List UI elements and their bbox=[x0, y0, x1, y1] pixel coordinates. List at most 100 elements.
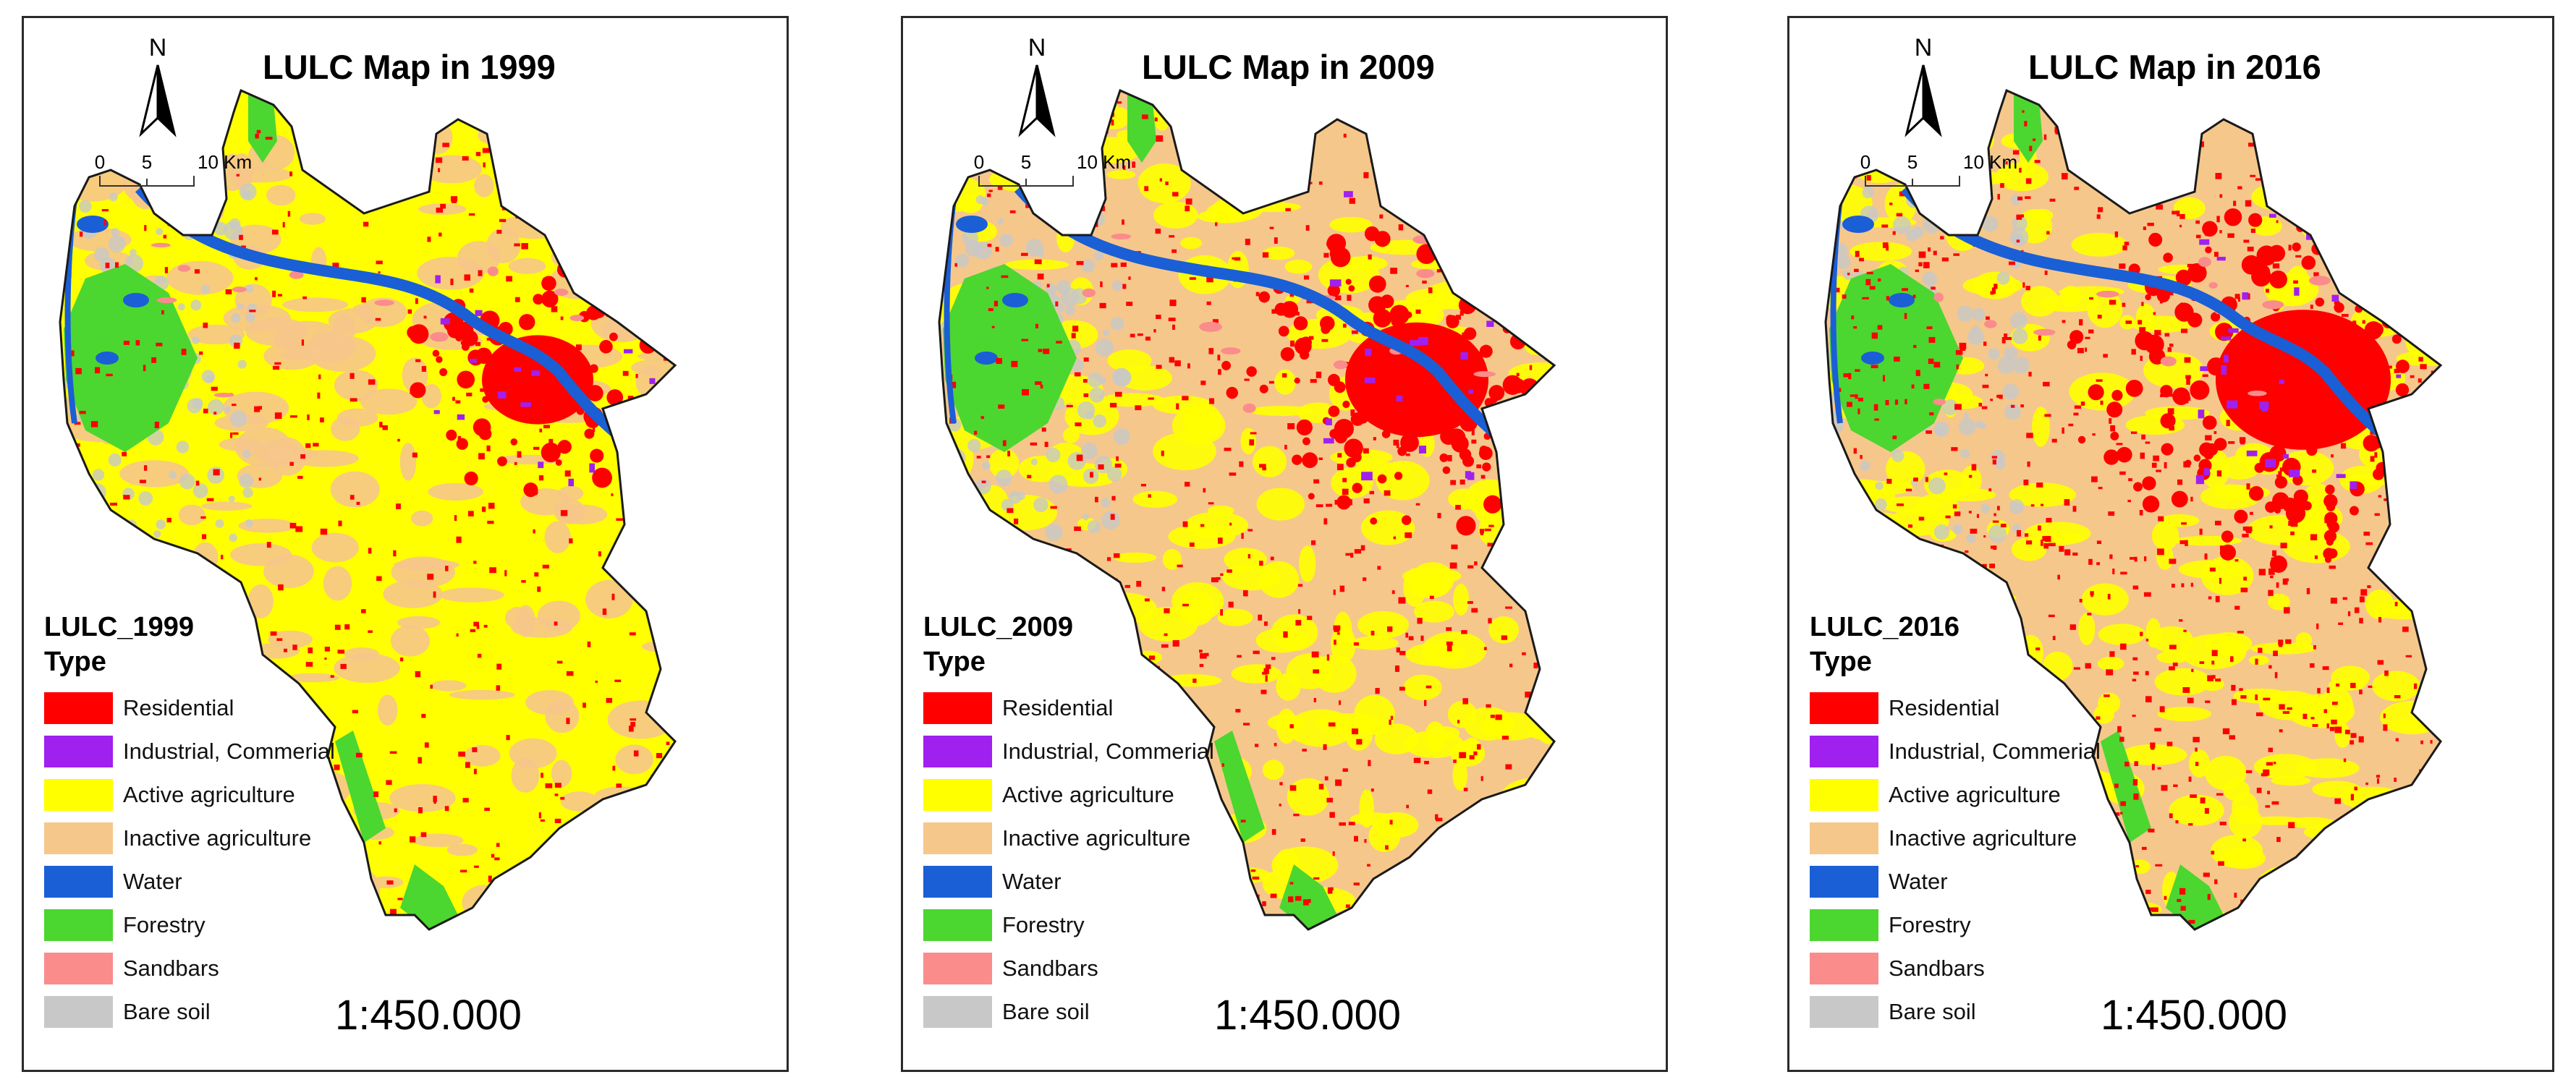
residential-patch bbox=[2247, 114, 2253, 118]
residential-patch bbox=[2229, 735, 2236, 740]
industrial-patch bbox=[435, 275, 441, 284]
agriculture-patch bbox=[413, 833, 464, 848]
residential-patch bbox=[1462, 214, 1468, 219]
bare-soil-patch bbox=[1082, 514, 1090, 521]
residential-patch bbox=[1902, 288, 1908, 292]
legend-swatch-water bbox=[1810, 866, 1878, 898]
residential-patch bbox=[2274, 672, 2278, 678]
agriculture-patch bbox=[1004, 259, 1069, 271]
industrial-patch bbox=[2227, 400, 2238, 409]
agriculture-patch bbox=[1404, 730, 1464, 759]
residential-patch bbox=[1865, 278, 1871, 286]
urban-sprawl bbox=[1326, 234, 1347, 253]
residential-patch bbox=[2043, 134, 2047, 140]
bare-soil-patch bbox=[952, 505, 968, 522]
agriculture-patch bbox=[2173, 197, 2206, 219]
residential-patch bbox=[418, 757, 422, 764]
residential-patch bbox=[1968, 475, 1973, 478]
residential-patch bbox=[963, 488, 967, 492]
residential-patch bbox=[1271, 309, 1276, 314]
water-body bbox=[1861, 352, 1884, 365]
residential-patch bbox=[2250, 114, 2253, 119]
residential-patch bbox=[2420, 740, 2423, 744]
agriculture-patch bbox=[2428, 163, 2441, 194]
residential-patch bbox=[2432, 822, 2435, 829]
bare-soil-patch bbox=[1087, 520, 1101, 534]
industrial-patch bbox=[2268, 213, 2276, 218]
residential-patch bbox=[1459, 752, 1467, 759]
legend-items: Residential Industrial, Commerial Active a… bbox=[1810, 686, 2101, 1034]
residential-patch bbox=[2187, 697, 2194, 704]
residential-patch bbox=[2147, 222, 2154, 226]
urban-sprawl bbox=[609, 332, 618, 341]
residential-patch bbox=[1313, 877, 1320, 880]
residential-patch bbox=[2088, 329, 2094, 333]
residential-patch bbox=[2135, 864, 2139, 868]
agriculture-patch bbox=[2120, 744, 2187, 766]
bare-soil-patch bbox=[1030, 458, 1038, 466]
urban-sprawl bbox=[2391, 310, 2404, 323]
residential-patch bbox=[2412, 292, 2420, 296]
residential-patch bbox=[1289, 924, 1296, 929]
residential-patch bbox=[2419, 855, 2425, 862]
residential-patch bbox=[1156, 365, 1162, 369]
residential-patch bbox=[1959, 342, 1967, 349]
agriculture-patch bbox=[60, 571, 88, 607]
agriculture-patch bbox=[1368, 820, 1401, 852]
sandbar-patch bbox=[590, 237, 601, 246]
bare-soil-patch bbox=[1101, 498, 1111, 508]
urban-sprawl bbox=[2372, 468, 2385, 480]
residential-patch bbox=[466, 392, 473, 396]
residential-patch bbox=[110, 502, 117, 506]
residential-patch bbox=[1923, 383, 1930, 389]
agriculture-patch bbox=[330, 471, 380, 508]
residential-patch bbox=[2216, 470, 2222, 477]
residential-patch bbox=[2350, 740, 2355, 745]
residential-patch bbox=[1077, 569, 1080, 575]
urban-sprawl bbox=[1596, 355, 1613, 373]
residential-patch bbox=[1318, 783, 1324, 790]
residential-patch bbox=[1842, 294, 1847, 299]
residential-patch bbox=[1172, 192, 1179, 197]
urban-sprawl bbox=[2403, 477, 2420, 494]
residential-patch bbox=[368, 548, 372, 554]
residential-patch bbox=[656, 752, 663, 759]
residential-patch bbox=[1398, 224, 1404, 231]
residential-patch bbox=[289, 171, 293, 176]
residential-patch bbox=[1871, 583, 1876, 587]
residential-patch bbox=[1959, 346, 1966, 352]
residential-patch bbox=[2269, 525, 2273, 529]
residential-patch bbox=[1463, 788, 1468, 791]
residential-patch bbox=[2090, 591, 2094, 595]
industrial-patch bbox=[1418, 336, 1428, 346]
residential-patch bbox=[386, 880, 394, 885]
residential-patch bbox=[1165, 181, 1169, 185]
industrial-patch bbox=[475, 310, 483, 316]
residential-patch bbox=[1847, 273, 1850, 276]
bare-soil-patch bbox=[1111, 367, 1131, 386]
residential-patch bbox=[1905, 399, 1907, 404]
agriculture-patch bbox=[508, 258, 546, 274]
agriculture-patch bbox=[1365, 92, 1412, 132]
residential-patch bbox=[486, 338, 492, 341]
residential-patch bbox=[1906, 553, 1914, 556]
scale-bar: 0 5 10 Km bbox=[974, 151, 1131, 187]
agriculture-patch bbox=[1114, 552, 1157, 563]
urban-sprawl bbox=[1278, 326, 1289, 337]
residential-patch bbox=[1339, 700, 1342, 705]
residential-patch bbox=[1189, 542, 1195, 547]
residential-patch bbox=[2237, 917, 2241, 922]
agriculture-patch bbox=[1507, 854, 1528, 877]
agriculture-patch bbox=[2009, 482, 2076, 507]
urban-sprawl bbox=[1280, 347, 1295, 362]
residential-patch bbox=[1960, 109, 1965, 113]
residential-patch bbox=[1435, 814, 1439, 820]
agriculture-patch bbox=[1226, 111, 1290, 147]
residential-patch bbox=[1350, 553, 1354, 558]
urban-sprawl bbox=[1368, 275, 1386, 293]
urban-sprawl bbox=[2392, 462, 2400, 470]
bare-soil-patch bbox=[108, 453, 122, 467]
urban-sprawl bbox=[1479, 344, 1493, 358]
residential-patch bbox=[2133, 202, 2140, 208]
water-body bbox=[1842, 216, 1874, 233]
